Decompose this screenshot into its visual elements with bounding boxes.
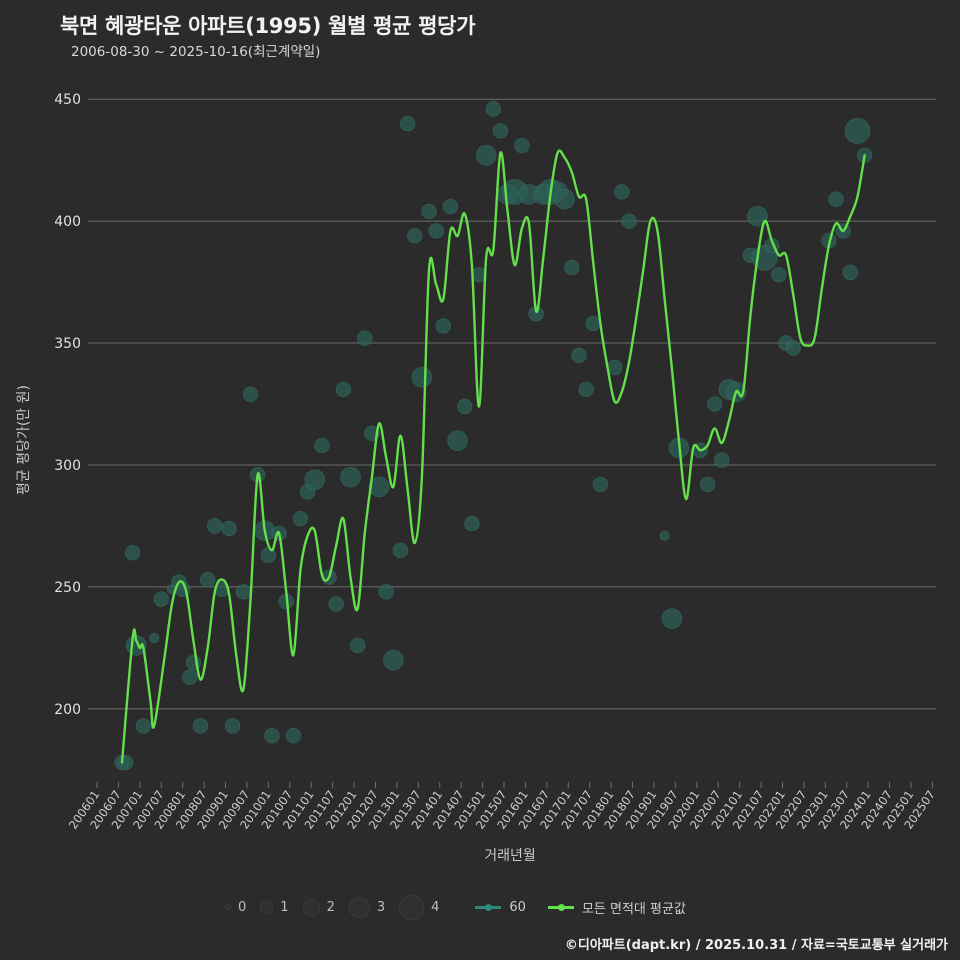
legend-line-item[interactable]: 모든 면적대 평균값 [547,898,686,917]
data-bubble [571,347,587,364]
data-bubble [706,396,723,412]
y-tick-label: 400 [54,214,81,230]
legend-size-item: 0 [225,900,256,915]
y-axis-label: 평균 평당가(만 원) [16,385,32,495]
legend-line-swatch [475,900,502,914]
legend-size-dot [302,898,320,916]
y-tick-label: 200 [54,702,81,718]
legend-size-label: 1 [280,899,289,915]
data-bubble [464,515,480,532]
data-bubble [842,264,859,281]
data-bubble [335,381,352,398]
data-bubble [328,596,345,612]
data-bubble [661,608,683,630]
data-bubble [435,318,452,334]
data-bubble [771,266,787,283]
data-bubble [442,198,459,215]
data-bubble [182,669,198,685]
page-subtitle: 2006-08-30 ~ 2025-10-16(최근계약일) [71,44,321,60]
data-bubble [349,637,366,654]
data-bubble [399,115,416,132]
data-bubble [659,530,670,541]
data-bubble [428,223,444,239]
legend-size-item: 4 [399,894,449,920]
data-bubble [485,101,502,117]
average-line [120,149,866,764]
data-bubble [264,727,280,744]
data-bubble [456,398,473,415]
data-bubble [621,213,637,229]
y-tick-label: 450 [54,92,81,108]
chart-legend: 0 1 2 3 4 60 모든 면적대 평균값 [0,894,960,920]
data-bubble [221,520,237,537]
data-bubble [578,381,594,398]
footer-credit: ©디아파트(dapt.kr) / 2025.10.31 / 자료=국토교통부 실… [564,938,948,953]
data-bubble [117,754,134,771]
data-bubble [285,727,302,744]
data-bubble [135,718,152,734]
bubble-series [114,101,873,771]
data-bubble [844,117,871,144]
data-bubble [514,137,530,154]
data-bubble [153,591,170,607]
data-bubble [585,315,602,332]
data-bubble [207,518,223,534]
data-bubble [492,123,509,139]
data-bubble [292,510,309,527]
legend-size-label: 4 [431,899,440,915]
legend-line-item[interactable]: 60 [475,900,526,915]
legend-line-label: 60 [509,899,526,915]
data-bubble [192,718,209,734]
data-bubble [242,386,259,403]
legend-line-label: 모든 면적대 평균값 [581,901,686,917]
data-bubble [368,476,390,498]
legend-size-item: 2 [302,898,345,916]
data-bubble [124,544,141,561]
legend-size-dot [225,904,231,910]
y-tick-label: 250 [54,580,81,596]
data-bubble [747,205,768,227]
data-bubble [260,547,277,564]
data-bubble [235,583,252,600]
data-bubble [304,469,326,491]
data-bubble [356,330,373,346]
data-bubble [199,571,216,588]
data-bubble [406,227,423,244]
data-bubble [421,203,437,220]
data-bubble [475,144,497,166]
x-axis-label: 거래년월 [484,848,536,864]
legend-size-dot [260,900,274,914]
data-bubble [447,430,468,452]
data-bubble [614,184,630,200]
data-bubble [340,466,361,488]
data-bubble [411,366,433,388]
page-title: 북면 혜광타운 아파트(1995) 월별 평균 평당가 [60,14,476,38]
data-bubble [382,649,404,671]
data-bubble [713,452,730,468]
data-bubble [785,340,801,356]
data-bubble [224,718,241,734]
legend-size-dot [348,896,370,918]
y-tick-label: 300 [54,458,81,474]
legend-size-label: 2 [326,899,335,915]
data-bubble [378,583,394,600]
legend-size-label: 3 [376,899,386,915]
data-bubble [592,476,609,493]
data-bubble [564,259,580,276]
data-bubble [392,542,409,559]
legend-line-swatch [547,900,574,914]
y-tick-label: 350 [54,336,81,352]
legend-size-dot [399,894,425,920]
data-bubble [148,632,160,644]
data-bubble [699,476,716,493]
legend-size-item: 1 [260,900,298,915]
data-bubble [554,188,576,210]
data-bubble [828,191,844,207]
legend-size-item: 3 [348,896,395,918]
legend-size-label: 0 [238,899,247,915]
data-bubble [314,437,330,454]
